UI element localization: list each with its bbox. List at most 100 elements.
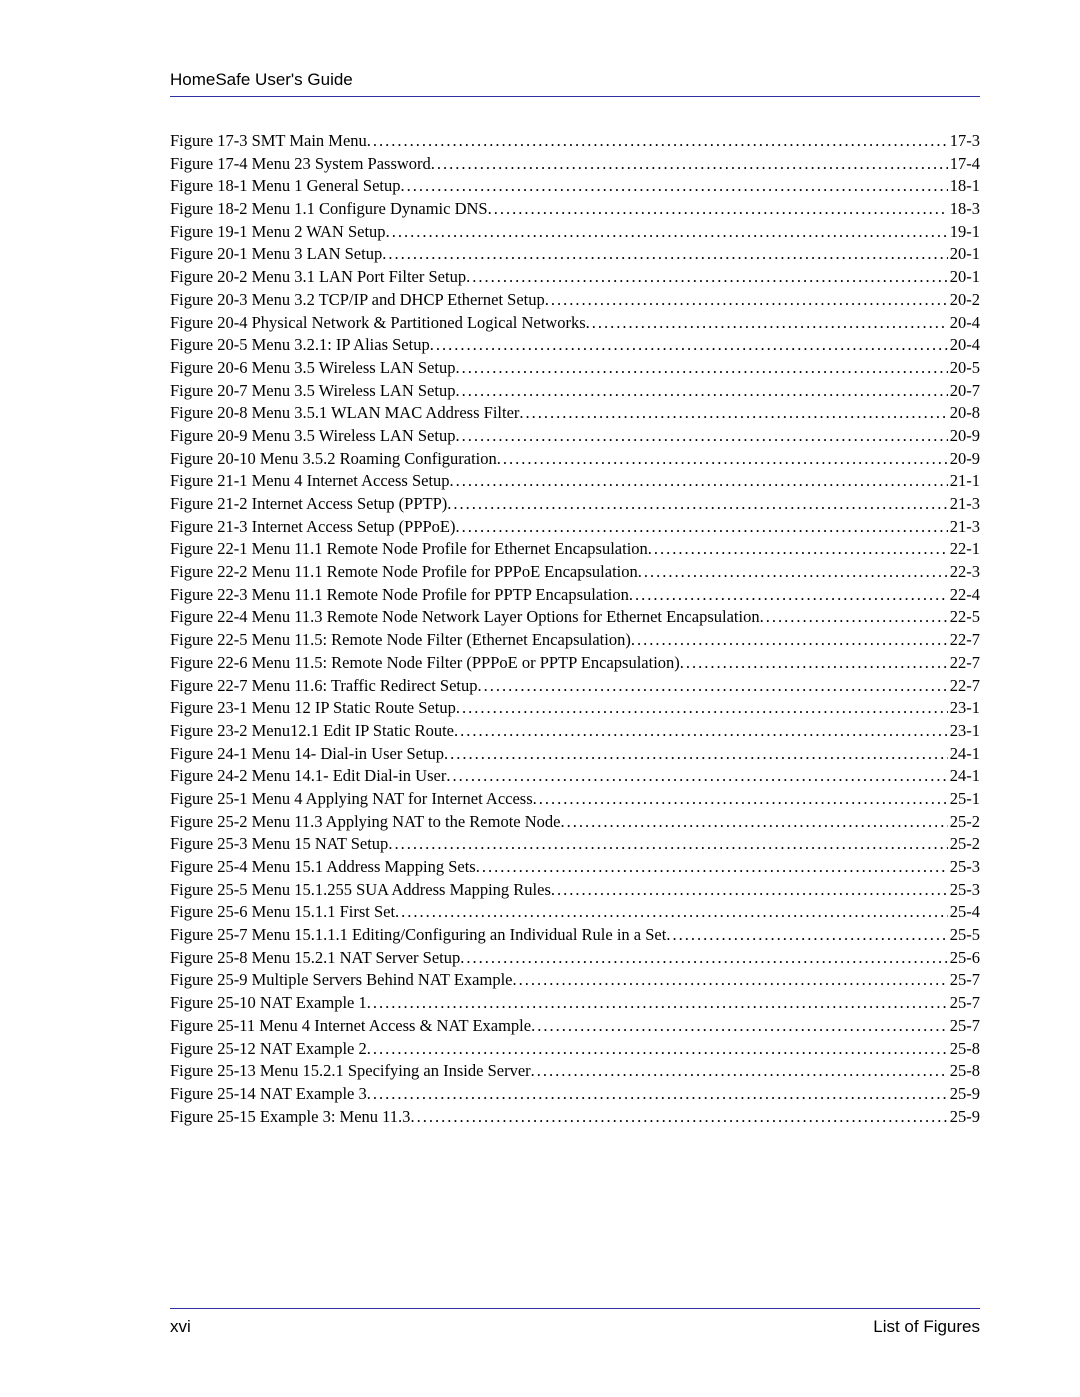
toc-entry-title: Figure 25-8 Menu 15.2.1 NAT Server Setup — [170, 950, 460, 967]
toc-entry-title: Figure 21-2 Internet Access Setup (PPTP) — [170, 496, 447, 513]
page-footer: xvi List of Figures — [170, 1308, 980, 1337]
toc-entry-page: 20-8 — [948, 405, 980, 422]
toc-entry-page: 18-1 — [948, 178, 980, 195]
toc-leader-dots — [629, 587, 948, 604]
toc-entry-title: Figure 18-2 Menu 1.1 Configure Dynamic D… — [170, 201, 488, 218]
toc-entry-page: 21-3 — [948, 519, 980, 536]
toc-entry: Figure 18-2 Menu 1.1 Configure Dynamic D… — [170, 201, 980, 218]
toc-entry-page: 25-4 — [948, 904, 980, 921]
toc-entry-title: Figure 25-7 Menu 15.1.1.1 Editing/Config… — [170, 927, 666, 944]
toc-leader-dots — [388, 836, 947, 853]
toc-entry: Figure 22-6 Menu 11.5: Remote Node Filte… — [170, 655, 980, 672]
toc-entry-page: 23-1 — [948, 700, 980, 717]
toc-entry-page: 20-9 — [948, 428, 980, 445]
toc-leader-dots — [446, 768, 947, 785]
toc-entry-page: 20-5 — [948, 360, 980, 377]
toc-entry-title: Figure 20-7 Menu 3.5 Wireless LAN Setup — [170, 383, 455, 400]
toc-leader-dots — [431, 156, 948, 173]
toc-entry-page: 25-3 — [948, 882, 980, 899]
toc-entry: Figure 25-10 NAT Example 1 25-7 — [170, 995, 980, 1012]
toc-entry: Figure 25-9 Multiple Servers Behind NAT … — [170, 972, 980, 989]
toc-leader-dots — [545, 292, 948, 309]
toc-entry: Figure 25-11 Menu 4 Internet Access & NA… — [170, 1018, 980, 1035]
toc-entry-page: 20-1 — [948, 246, 980, 263]
toc-entry-page: 20-1 — [948, 269, 980, 286]
toc-entry-title: Figure 20-2 Menu 3.1 LAN Port Filter Set… — [170, 269, 466, 286]
toc-entry: Figure 19-1 Menu 2 WAN Setup 19-1 — [170, 224, 980, 241]
toc-leader-dots — [455, 360, 947, 377]
toc-entry: Figure 20-8 Menu 3.5.1 WLAN MAC Address … — [170, 405, 980, 422]
toc-entry-title: Figure 20-4 Physical Network & Partition… — [170, 315, 586, 332]
toc-entry: Figure 21-2 Internet Access Setup (PPTP)… — [170, 496, 980, 513]
toc-entry: Figure 25-5 Menu 15.1.255 SUA Address Ma… — [170, 882, 980, 899]
toc-entry-title: Figure 22-7 Menu 11.6: Traffic Redirect … — [170, 678, 478, 695]
toc-entry: Figure 24-2 Menu 14.1- Edit Dial-in User… — [170, 768, 980, 785]
header-title: HomeSafe User's Guide — [170, 70, 353, 89]
toc-leader-dots — [512, 972, 947, 989]
toc-entry: Figure 25-3 Menu 15 NAT Setup 25-2 — [170, 836, 980, 853]
toc-entry-page: 23-1 — [948, 723, 980, 740]
toc-entry: Figure 17-4 Menu 23 System Password 17-4 — [170, 156, 980, 173]
toc-entry-page: 25-9 — [948, 1109, 980, 1126]
toc-leader-dots — [519, 405, 947, 422]
toc-entry: Figure 25-1 Menu 4 Applying NAT for Inte… — [170, 791, 980, 808]
toc-entry: Figure 23-2 Menu12.1 Edit IP Static Rout… — [170, 723, 980, 740]
toc-leader-dots — [410, 1109, 947, 1126]
toc-entry-page: 24-1 — [948, 746, 980, 763]
toc-leader-dots — [430, 337, 948, 354]
toc-entry-title: Figure 20-1 Menu 3 LAN Setup — [170, 246, 382, 263]
toc-entry-title: Figure 25-11 Menu 4 Internet Access & NA… — [170, 1018, 531, 1035]
toc-entry: Figure 20-2 Menu 3.1 LAN Port Filter Set… — [170, 269, 980, 286]
toc-entry-title: Figure 22-5 Menu 11.5: Remote Node Filte… — [170, 632, 631, 649]
toc-entry-page: 25-7 — [948, 995, 980, 1012]
toc-entry-page: 25-8 — [948, 1041, 980, 1058]
toc-entry-page: 22-5 — [948, 609, 980, 626]
toc-entry: Figure 20-4 Physical Network & Partition… — [170, 315, 980, 332]
toc-entry: Figure 20-10 Menu 3.5.2 Roaming Configur… — [170, 451, 980, 468]
footer-section-label: List of Figures — [873, 1317, 980, 1337]
toc-entry-page: 22-4 — [948, 587, 980, 604]
toc-entry-title: Figure 20-3 Menu 3.2 TCP/IP and DHCP Eth… — [170, 292, 545, 309]
toc-leader-dots — [497, 451, 948, 468]
toc-entry: Figure 20-9 Menu 3.5 Wireless LAN Setup … — [170, 428, 980, 445]
toc-entry-page: 20-2 — [948, 292, 980, 309]
toc-entry: Figure 20-6 Menu 3.5 Wireless LAN Setup … — [170, 360, 980, 377]
toc-leader-dots — [638, 564, 948, 581]
toc-entry-page: 24-1 — [948, 768, 980, 785]
toc-entry: Figure 22-1 Menu 11.1 Remote Node Profil… — [170, 541, 980, 558]
toc-entry: Figure 23-1 Menu 12 IP Static Route Setu… — [170, 700, 980, 717]
toc-entry-title: Figure 25-1 Menu 4 Applying NAT for Inte… — [170, 791, 533, 808]
toc-entry-page: 20-4 — [948, 337, 980, 354]
toc-leader-dots — [367, 1041, 948, 1058]
toc-leader-dots — [455, 383, 947, 400]
toc-leader-dots — [760, 609, 948, 626]
toc-entry: Figure 21-3 Internet Access Setup (PPPoE… — [170, 519, 980, 536]
toc-entry-page: 25-1 — [948, 791, 980, 808]
toc-entry-page: 22-7 — [948, 655, 980, 672]
toc-entry-title: Figure 24-2 Menu 14.1- Edit Dial-in User — [170, 768, 446, 785]
toc-entry-title: Figure 21-1 Menu 4 Internet Access Setup — [170, 473, 450, 490]
toc-entry-page: 25-8 — [948, 1063, 980, 1080]
toc-entry: Figure 20-5 Menu 3.2.1: IP Alias Setup 2… — [170, 337, 980, 354]
toc-leader-dots — [460, 950, 948, 967]
toc-leader-dots — [531, 1018, 948, 1035]
toc-entry: Figure 18-1 Menu 1 General Setup 18-1 — [170, 178, 980, 195]
toc-entry-page: 19-1 — [948, 224, 980, 241]
toc-leader-dots — [551, 882, 948, 899]
toc-entry-title: Figure 25-12 NAT Example 2 — [170, 1041, 367, 1058]
toc-leader-dots — [367, 133, 948, 150]
toc-entry-title: Figure 22-2 Menu 11.1 Remote Node Profil… — [170, 564, 638, 581]
toc-entry: Figure 25-6 Menu 15.1.1 First Set 25-4 — [170, 904, 980, 921]
toc-entry-page: 22-1 — [948, 541, 980, 558]
toc-entry: Figure 22-3 Menu 11.1 Remote Node Profil… — [170, 587, 980, 604]
toc-leader-dots — [395, 904, 948, 921]
toc-leader-dots — [367, 1086, 948, 1103]
page-header: HomeSafe User's Guide — [170, 70, 980, 97]
toc-leader-dots — [456, 519, 948, 536]
toc-entry-page: 17-4 — [948, 156, 980, 173]
toc-leader-dots — [386, 224, 948, 241]
toc-leader-dots — [454, 723, 948, 740]
toc-entry: Figure 20-1 Menu 3 LAN Setup 20-1 — [170, 246, 980, 263]
toc-entry-page: 22-7 — [948, 678, 980, 695]
toc-leader-dots — [401, 178, 948, 195]
